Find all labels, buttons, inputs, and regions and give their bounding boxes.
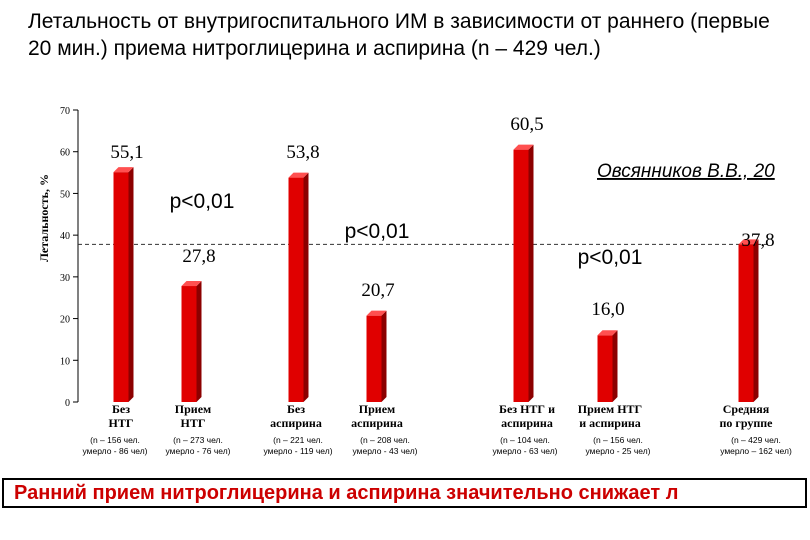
bar-group	[113, 167, 134, 402]
p-value-label: p<0,01	[170, 190, 235, 213]
category-label: аспирина	[270, 416, 322, 430]
value-label: 37,8	[741, 230, 774, 251]
y-tick-label: 50	[60, 189, 70, 200]
y-tick-label: 30	[60, 273, 70, 284]
sample-note: (n – 221 чел.	[273, 435, 323, 445]
value-label: 55,1	[110, 142, 143, 163]
category-label: Без	[112, 402, 130, 416]
category-label: по группе	[719, 416, 773, 430]
bar-top	[738, 239, 759, 245]
category-label: Прием НТГ	[578, 402, 642, 416]
bar-side	[753, 239, 759, 402]
value-label: 60,5	[510, 114, 543, 135]
category-label: Без НТГ и	[499, 402, 555, 416]
bar-group	[288, 172, 309, 402]
bar-side	[196, 281, 202, 402]
bar-top	[513, 144, 534, 150]
category-label: и аспирина	[579, 416, 641, 430]
bar-top	[597, 330, 618, 336]
y-tick-label: 60	[60, 148, 70, 159]
bar-group	[366, 310, 387, 402]
y-tick-label: 10	[60, 356, 70, 367]
sample-note: умерло - 63 чел)	[493, 446, 558, 456]
bar	[113, 172, 129, 402]
sample-note: (n – 104 чел.	[500, 435, 550, 445]
category-label: НТГ	[181, 416, 206, 430]
sample-note: (n – 156 чел.	[593, 435, 643, 445]
value-label: 16,0	[591, 299, 624, 320]
y-tick-label: 20	[60, 315, 70, 326]
labels: 55,127,853,820,760,516,037,8БезНТГПриемН…	[83, 114, 792, 456]
bar-group	[181, 281, 202, 402]
sample-note: умерло - 76 чел)	[166, 446, 231, 456]
bar-top	[181, 281, 202, 287]
category-label: Средняя	[723, 402, 770, 416]
bar-top	[366, 310, 387, 316]
chart-title: Летальность от внутригоспитального ИМ в …	[28, 10, 770, 60]
value-label: 20,7	[361, 280, 394, 301]
bar-top	[113, 167, 134, 173]
bar	[513, 149, 529, 402]
bar-group	[597, 330, 618, 402]
bar-top	[288, 172, 309, 178]
bar-side	[128, 167, 134, 402]
sample-note: (n – 156 чел.	[90, 435, 140, 445]
bar-group	[738, 239, 759, 402]
y-axis: 0 10 20 30 40 50 60 70 Летальность, %	[37, 106, 768, 409]
value-label: 53,8	[286, 142, 319, 163]
category-label: НТГ	[109, 416, 134, 430]
bar	[288, 177, 304, 402]
category-label: Прием	[359, 402, 395, 416]
bar-side	[528, 144, 534, 402]
p-value-label: p<0,01	[345, 220, 410, 243]
sample-note: (n – 208 чел.	[360, 435, 410, 445]
author-credit: Овсянников В.В., 20	[597, 161, 775, 182]
sample-note: умерло - 43 чел)	[353, 446, 418, 456]
y-tick-label: 70	[60, 106, 70, 117]
y-axis-label: Летальность, %	[37, 174, 51, 262]
category-label: Прием	[175, 402, 211, 416]
sample-note: умерло - 25 чел)	[586, 446, 651, 456]
sample-note: (n – 273 чел.	[173, 435, 223, 445]
bar	[181, 286, 197, 402]
bar-side	[381, 310, 387, 402]
category-label: Без	[287, 402, 305, 416]
category-label: аспирина	[351, 416, 403, 430]
sample-note: умерло - 86 чел)	[83, 446, 148, 456]
bar	[366, 315, 382, 402]
y-tick-label: 40	[60, 231, 70, 242]
y-tick-label: 0	[65, 398, 70, 409]
bars	[113, 144, 759, 402]
sample-note: умерло – 162 чел)	[720, 446, 792, 456]
sample-note: умерло - 119 чел)	[263, 446, 332, 456]
category-label: аспирина	[501, 416, 553, 430]
p-value-label: p<0,01	[578, 246, 643, 269]
conclusion-text: Ранний прием нитроглицерина и аспирина з…	[14, 482, 679, 504]
conclusion-banner: Ранний прием нитроглицерина и аспирина з…	[2, 478, 807, 508]
bar-side	[612, 330, 618, 402]
bar-side	[303, 172, 309, 402]
sample-note: (n – 429 чел.	[731, 435, 781, 445]
value-label: 27,8	[182, 246, 215, 267]
bar-group	[513, 144, 534, 402]
bar	[738, 244, 754, 402]
bar	[597, 335, 613, 402]
